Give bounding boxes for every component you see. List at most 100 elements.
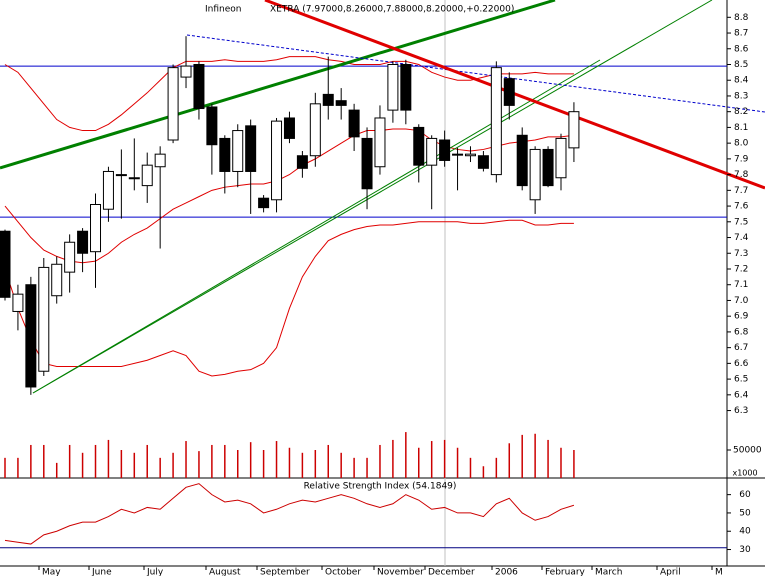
candle-body [503,78,515,106]
y-tick-label: 7.7 [734,186,748,196]
candle-body [180,65,192,78]
candle-body [38,266,50,372]
candle-body [193,63,205,110]
y-tick-label: 6.5 [734,375,748,385]
month-label: December [428,568,475,576]
rsi-title: Relative Strength Index (54.1849) [304,482,457,492]
candle-body [464,153,476,157]
candle-body [426,137,438,166]
volume-unit: x1000 [732,469,757,478]
rsi-tick-label: 60 [739,490,751,500]
month-label: March [595,568,622,576]
y-tick-label: 8.5 [734,60,748,70]
candle-body [568,111,580,149]
candle-body [0,230,11,298]
candle-body [115,174,127,177]
month-label: June [91,568,112,576]
candle-body [529,148,541,201]
candle-body [128,177,140,180]
y-tick-label: 8.2 [734,107,748,117]
month-label: September [260,568,310,576]
candle-body [335,100,347,106]
month-label: August [209,568,241,576]
candle-body [413,126,425,166]
month-label: April [660,568,681,576]
y-tick-label: 6.7 [734,343,748,353]
y-tick-label: 8.0 [734,139,749,149]
month-label: October [325,568,361,576]
candle-body [141,164,153,187]
candle-body [283,117,295,139]
trendline [32,0,713,394]
trendline [32,59,601,394]
y-tick-label: 7.1 [734,280,748,290]
month-label: July [146,568,164,576]
candle-body [477,155,489,169]
y-tick-label: 6.8 [734,327,749,337]
bollinger-band [4,128,574,264]
y-tick-label: 7.4 [734,233,749,243]
candle-body [400,63,412,111]
trendlines [0,0,765,394]
trendline [0,0,556,170]
y-tick-label: 7.2 [734,264,748,274]
candle-body [219,137,231,172]
candle-body [167,67,179,141]
candle-body [51,263,63,297]
chart-title: Infineon [205,5,241,15]
candle-body [25,284,37,388]
bollinger-band [4,219,574,377]
candle-body [374,117,386,168]
y-tick-label: 7.6 [734,202,749,212]
trendline [264,0,765,190]
month-label: November [377,568,424,576]
y-tick-label: 6.4 [734,390,749,400]
y-tick-label: 7.0 [734,296,749,306]
bollinger-band [4,56,574,132]
y-tick-label: 6.3 [734,406,748,416]
y-tick-label: 8.7 [734,29,748,39]
y-tick-label: 8.8 [734,13,749,23]
candle-body [309,103,321,157]
month-label: May [42,568,61,576]
y-tick-label: 7.8 [734,170,749,180]
y-tick-label: 8.1 [734,123,748,133]
y-tick-label: 6.9 [734,312,749,322]
candle-body [361,137,373,190]
candle-body [102,170,114,210]
candle-body [296,155,308,169]
month-label: February [545,568,586,576]
candle-body [206,106,218,146]
candle-body [245,125,257,172]
rsi-tick-label: 40 [739,527,751,537]
candle-body [555,137,567,179]
trendline [186,34,765,113]
chart-subtitle: XETRA (7.97000,8.26000,7.88000,8.20000,+… [270,5,514,15]
candle-body [490,67,502,176]
y-tick-label: 6.6 [734,359,749,369]
candle-body [154,153,166,168]
rsi-tick-label: 30 [739,545,751,555]
y-tick-label: 8.4 [734,76,749,86]
candle-body [90,203,102,253]
y-tick-label: 7.9 [734,154,749,164]
month-label: M [715,568,723,576]
rsi-line [4,483,575,545]
candle-body [452,153,464,156]
candle-body [387,63,399,111]
rsi-tick-label: 50 [739,508,751,518]
volume-tick-label: 50000 [733,446,762,456]
candle-body [12,293,24,312]
candle-body [439,139,451,161]
candle-body [232,130,244,172]
candle-body [77,230,89,254]
candle-body [258,197,270,209]
candle-body [542,148,554,187]
candle-body [516,134,528,187]
y-tick-label: 8.3 [734,91,748,101]
candle-body [348,109,360,138]
y-tick-label: 8.6 [734,44,749,54]
y-tick-label: 7.5 [734,217,748,227]
y-tick-label: 7.3 [734,249,748,259]
